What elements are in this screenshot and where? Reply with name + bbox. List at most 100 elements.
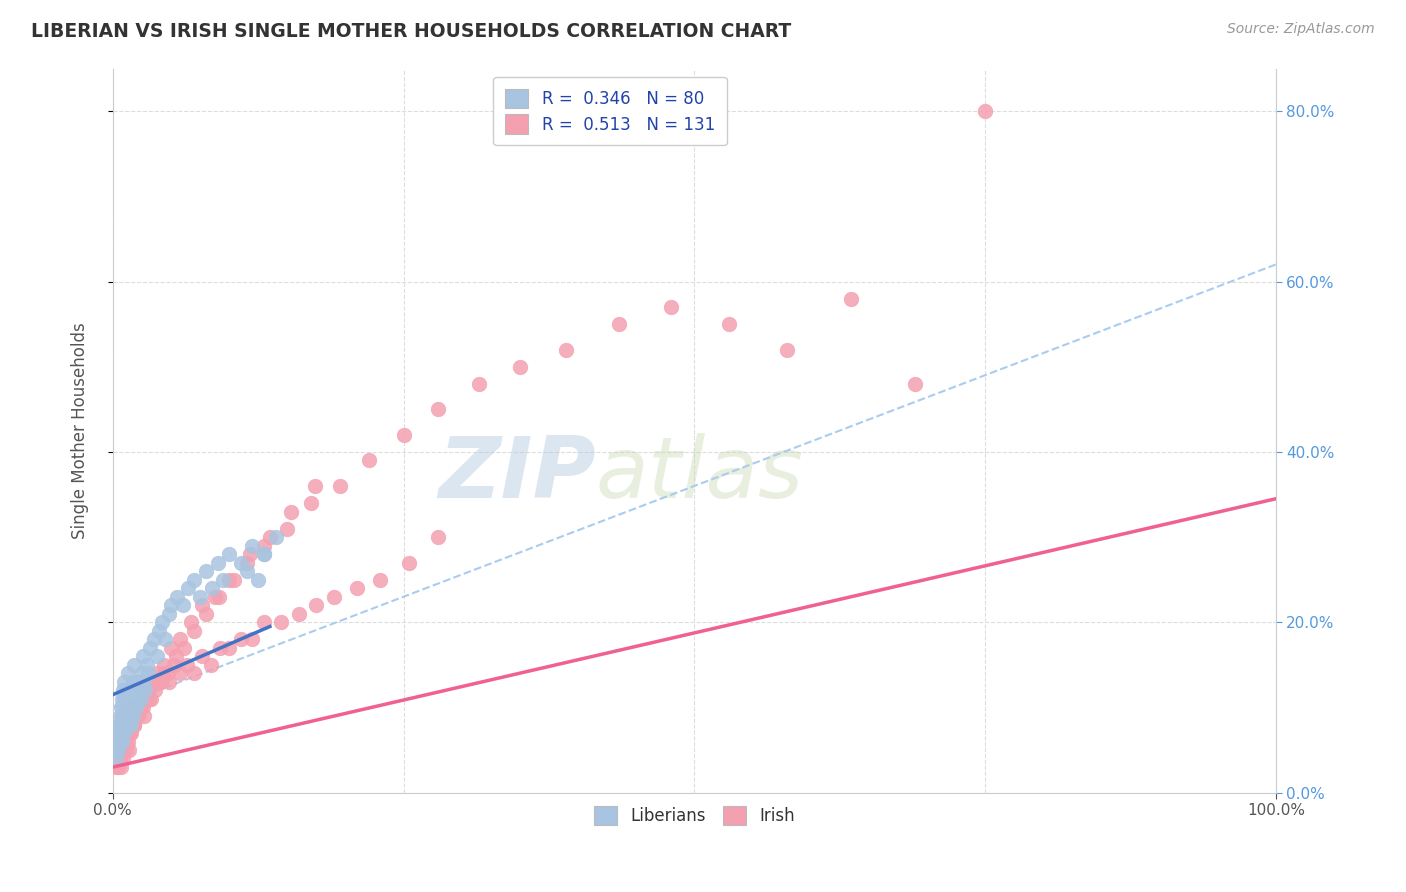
Point: [555, 343, 578, 357]
Point: [229, 632, 252, 647]
Point: [259, 530, 281, 544]
Point: [129, 692, 152, 706]
Point: [107, 734, 129, 748]
Point: [132, 649, 155, 664]
Point: [127, 674, 149, 689]
Point: [125, 683, 148, 698]
Point: [718, 317, 741, 331]
Point: [120, 717, 142, 731]
Point: [125, 709, 148, 723]
Point: [172, 599, 194, 613]
Point: [105, 743, 128, 757]
Point: [904, 376, 927, 391]
Point: [160, 599, 183, 613]
Point: [121, 709, 143, 723]
Legend: Liberians, Irish: Liberians, Irish: [583, 796, 804, 835]
Point: [299, 496, 322, 510]
Point: [146, 649, 169, 664]
Point: [122, 700, 145, 714]
Point: [110, 734, 132, 748]
Point: [222, 573, 245, 587]
Point: [114, 726, 136, 740]
Point: [120, 726, 142, 740]
Point: [148, 624, 170, 638]
Point: [114, 734, 136, 748]
Point: [208, 640, 231, 655]
Point: [183, 624, 205, 638]
Point: [135, 657, 157, 672]
Point: [242, 539, 264, 553]
Point: [114, 683, 136, 698]
Point: [156, 666, 179, 681]
Point: [157, 607, 180, 621]
Point: [122, 717, 145, 731]
Point: [218, 640, 240, 655]
Point: [110, 726, 132, 740]
Point: [253, 539, 276, 553]
Point: [104, 751, 127, 765]
Point: [111, 709, 134, 723]
Point: [188, 590, 211, 604]
Point: [276, 522, 298, 536]
Point: [114, 709, 136, 723]
Point: [143, 674, 166, 689]
Point: [107, 734, 129, 748]
Point: [200, 657, 222, 672]
Point: [120, 709, 142, 723]
Point: [346, 581, 368, 595]
Point: [121, 709, 143, 723]
Text: Source: ZipAtlas.com: Source: ZipAtlas.com: [1227, 22, 1375, 37]
Point: [120, 683, 142, 698]
Point: [124, 674, 146, 689]
Point: [165, 649, 187, 664]
Point: [160, 640, 183, 655]
Point: [153, 632, 176, 647]
Text: ZIP: ZIP: [437, 433, 596, 516]
Point: [305, 599, 328, 613]
Point: [114, 734, 136, 748]
Point: [114, 734, 136, 748]
Point: [132, 700, 155, 714]
Point: [138, 692, 160, 706]
Point: [127, 692, 149, 706]
Point: [122, 717, 145, 731]
Point: [242, 632, 264, 647]
Point: [131, 666, 153, 681]
Point: [120, 726, 142, 740]
Point: [112, 743, 135, 757]
Point: [111, 734, 134, 748]
Point: [112, 683, 135, 698]
Point: [239, 547, 262, 561]
Point: [107, 726, 129, 740]
Point: [114, 674, 136, 689]
Point: [127, 709, 149, 723]
Point: [607, 317, 630, 331]
Point: [169, 666, 191, 681]
Point: [270, 615, 292, 630]
Point: [115, 717, 138, 731]
Point: [194, 607, 217, 621]
Point: [153, 666, 176, 681]
Point: [115, 709, 138, 723]
Point: [107, 751, 129, 765]
Point: [114, 700, 136, 714]
Point: [112, 726, 135, 740]
Point: [177, 581, 200, 595]
Point: [105, 751, 128, 765]
Point: [105, 751, 128, 765]
Point: [208, 590, 231, 604]
Point: [110, 700, 132, 714]
Point: [108, 726, 131, 740]
Point: [107, 734, 129, 748]
Point: [235, 556, 257, 570]
Point: [253, 615, 276, 630]
Point: [841, 292, 863, 306]
Point: [125, 700, 148, 714]
Point: [468, 376, 491, 391]
Point: [107, 760, 129, 774]
Point: [253, 547, 276, 561]
Point: [107, 751, 129, 765]
Point: [139, 640, 162, 655]
Point: [357, 453, 380, 467]
Point: [322, 590, 344, 604]
